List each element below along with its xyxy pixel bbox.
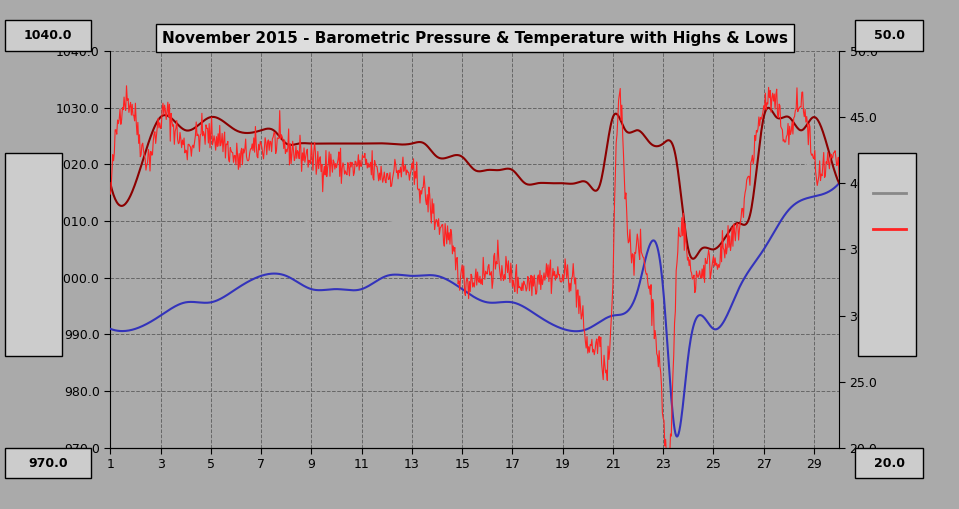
Text: 50.0: 50.0 <box>875 29 905 42</box>
Text: 20.0: 20.0 <box>875 457 905 470</box>
Y-axis label: Outside Temp - °F: Outside Temp - °F <box>884 180 899 319</box>
Y-axis label: Barometer - mb: Barometer - mb <box>35 188 49 311</box>
Title: November 2015 - Barometric Pressure & Temperature with Highs & Lows: November 2015 - Barometric Pressure & Te… <box>162 31 787 46</box>
Text: 970.0: 970.0 <box>28 457 68 470</box>
Text: 1040.0: 1040.0 <box>24 29 72 42</box>
